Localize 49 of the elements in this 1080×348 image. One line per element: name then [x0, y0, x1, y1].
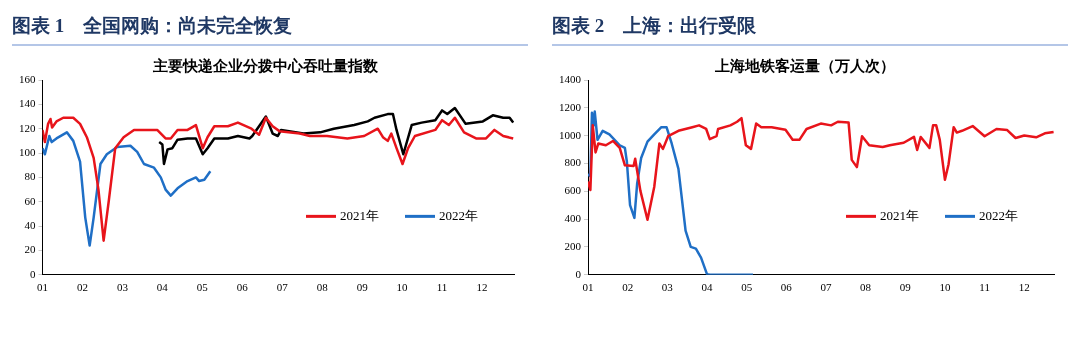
chart-subtitle: 主要快递企业分拨中心吞吐量指数 [151, 56, 379, 74]
legend-label: 2021年 [880, 207, 919, 223]
y-tick-label: 160 [19, 72, 36, 85]
x-tick-label: 07 [820, 281, 832, 294]
y-tick-label: 140 [19, 97, 36, 110]
y-tick-label: 1200 [559, 100, 582, 113]
x-tick-label: 04 [701, 281, 713, 294]
x-tick-label: 06 [236, 281, 249, 294]
y-tick-label: 60 [24, 194, 36, 207]
x-tick-label: 05 [196, 281, 209, 294]
x-tick-label: 06 [780, 281, 793, 294]
x-tick-label: 11 [979, 281, 990, 294]
x-tick-label: 07 [276, 281, 289, 294]
y-tick-label: 1000 [559, 128, 582, 141]
y-tick-label: 120 [19, 121, 36, 134]
y-tick-label: 0 [575, 267, 582, 280]
x-tick-label: 02 [622, 281, 634, 294]
y-tick-label: 200 [564, 239, 582, 252]
y-tick-label: 1400 [559, 72, 582, 85]
x-tick-label: 11 [436, 281, 448, 294]
x-tick-label: 10 [396, 281, 409, 294]
legend-label: 2021年 [340, 207, 379, 223]
y-tick-label: 80 [24, 170, 36, 183]
y-tick-label: 400 [564, 212, 582, 225]
x-tick-label: 02 [76, 281, 88, 294]
x-tick-label: 04 [156, 281, 169, 294]
chart-title: 图表 1 全国网购：尚未完全恢复 [12, 0, 528, 46]
x-tick-label: 08 [860, 281, 872, 294]
legend-label: 2022年 [979, 207, 1018, 223]
chart-title: 图表 2 上海：出行受限 [552, 0, 1068, 46]
x-tick-label: 01 [582, 281, 594, 294]
x-tick-label: 05 [741, 281, 753, 294]
chart-subtitle: 上海地铁客运量（万人次） [714, 56, 895, 74]
x-tick-label: 10 [939, 281, 951, 294]
y-tick-label: 800 [564, 156, 582, 169]
y-tick-label: 0 [30, 267, 36, 280]
x-tick-label: 03 [661, 281, 674, 294]
x-tick-label: 01 [37, 281, 48, 294]
x-tick-label: 08 [316, 281, 329, 294]
y-tick-label: 600 [564, 184, 582, 197]
legend-label: 2022年 [439, 207, 478, 223]
y-tick-label: 40 [24, 218, 36, 231]
x-tick-label: 12 [476, 281, 488, 294]
x-tick-label: 12 [1018, 281, 1030, 294]
y-tick-label: 100 [19, 145, 36, 158]
x-tick-label: 09 [356, 281, 369, 294]
x-tick-label: 09 [899, 281, 912, 294]
y-tick-label: 20 [24, 243, 36, 256]
x-tick-label: 03 [116, 281, 129, 294]
